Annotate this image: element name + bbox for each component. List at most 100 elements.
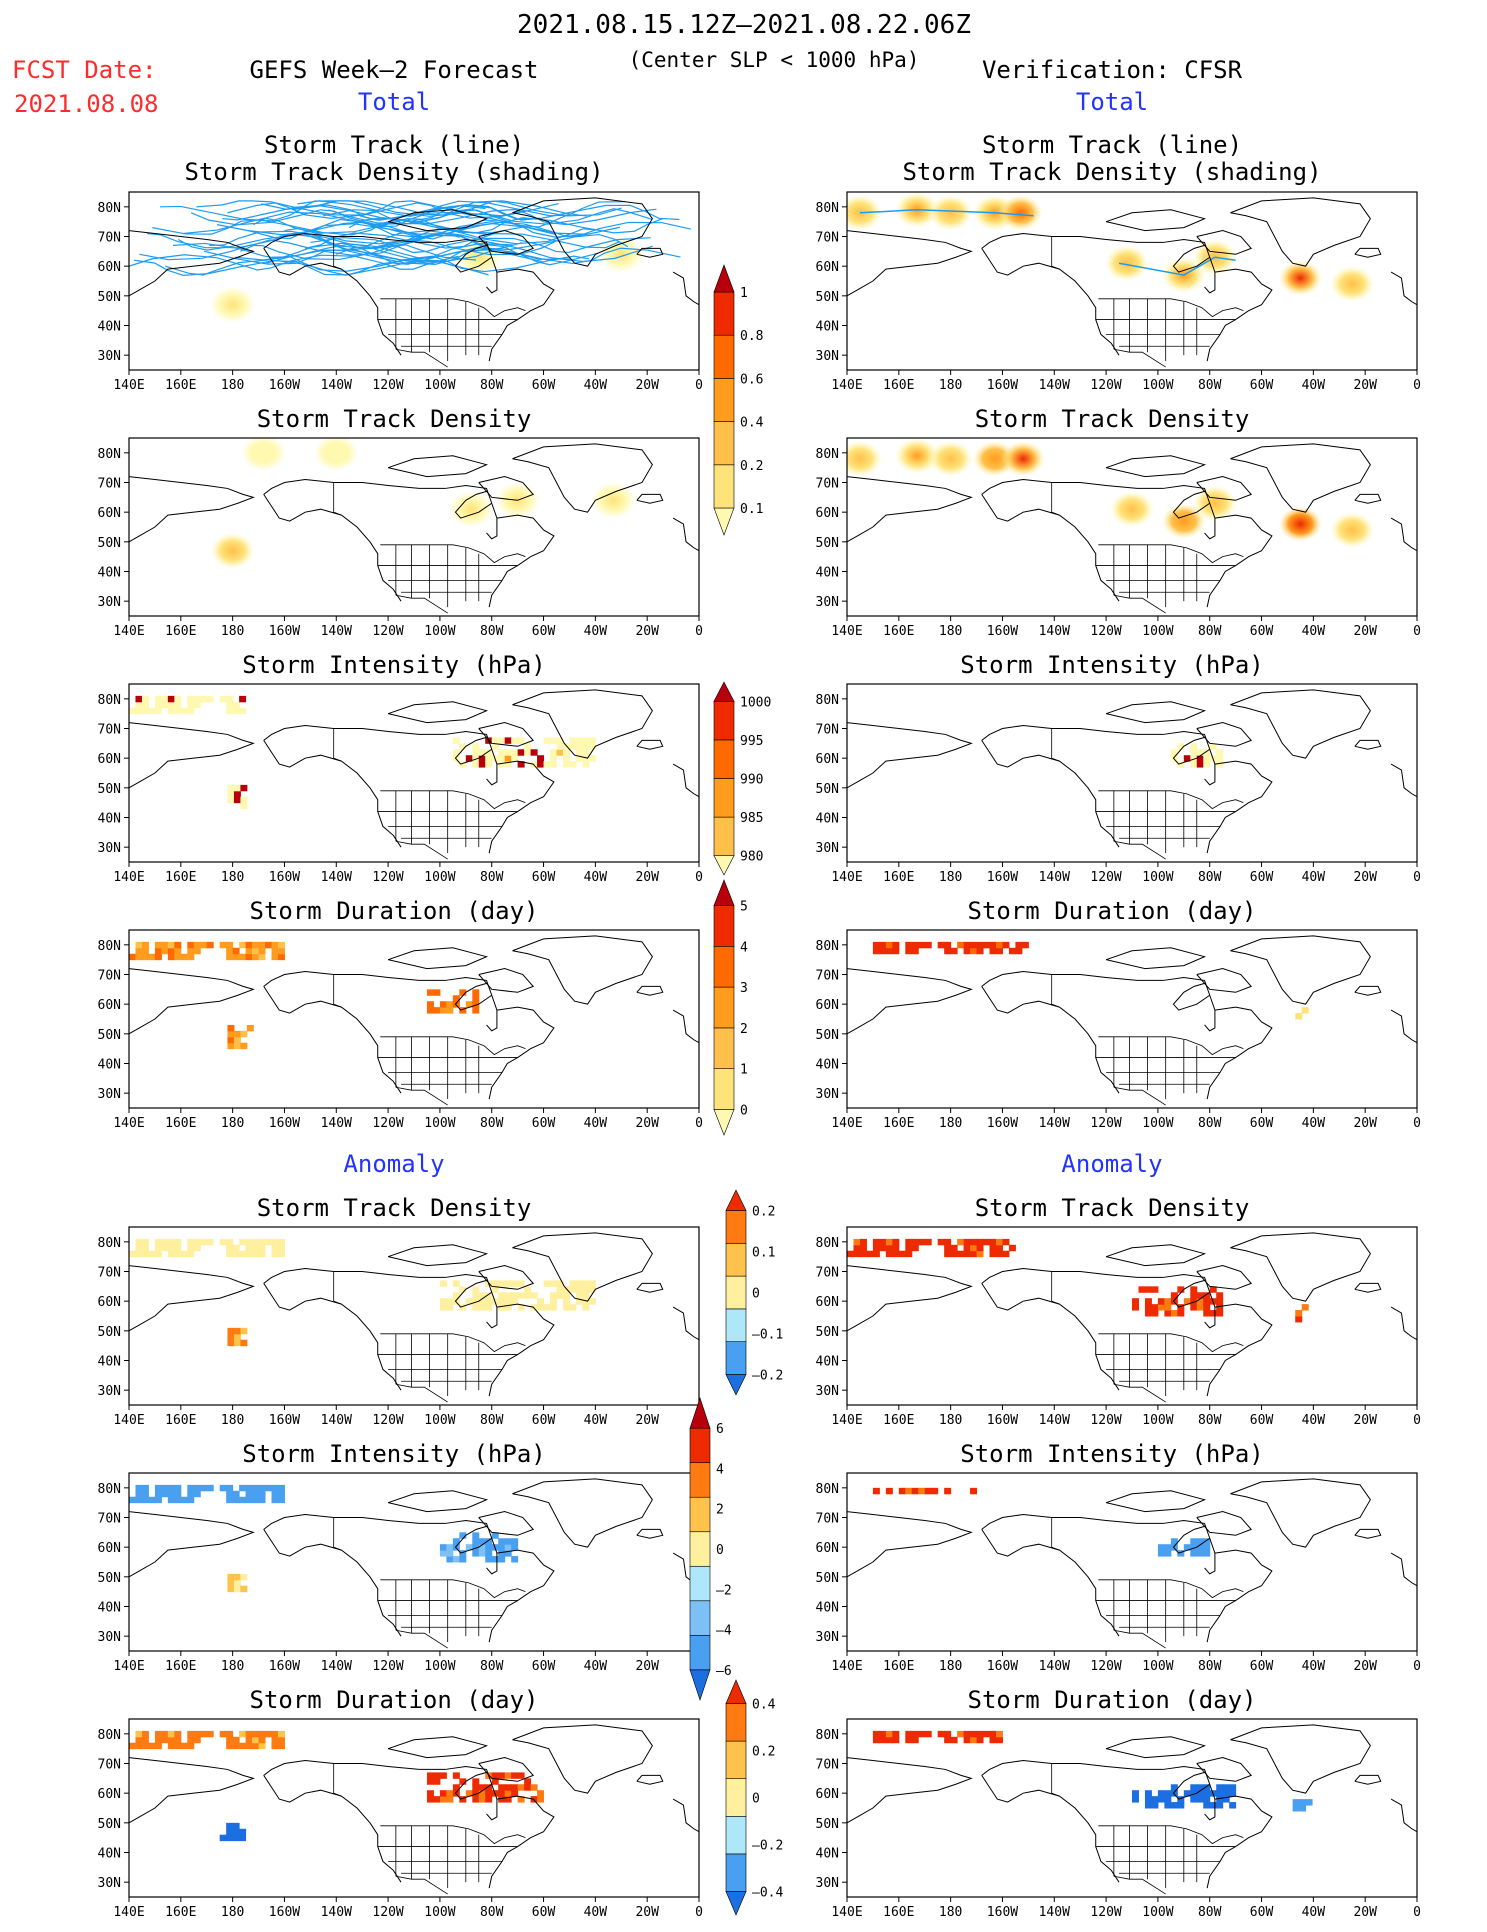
grid-cell — [193, 1244, 201, 1252]
grid-cell — [226, 1834, 234, 1842]
grid-cell — [970, 1238, 978, 1246]
grid-cell — [944, 1244, 952, 1252]
grid-cell — [517, 1304, 525, 1311]
lon-tick-label: 20W — [635, 1659, 659, 1674]
colorbar-label: 2 — [740, 1022, 748, 1037]
grid-cell — [426, 1007, 434, 1014]
grid-cell — [569, 1286, 577, 1293]
grid-cell — [426, 1778, 434, 1785]
right-title: Verification: CFSR — [981, 56, 1243, 84]
grid-cell — [439, 1544, 447, 1551]
grid-cell — [233, 1327, 241, 1335]
grid-cell — [233, 1585, 241, 1593]
colorbar-label: 0.6 — [740, 372, 763, 387]
lat-tick-label: 60N — [98, 752, 121, 767]
lon-tick-label: 160E — [883, 1659, 914, 1674]
grid-cell — [135, 941, 143, 949]
grid-cell — [498, 1298, 506, 1305]
lat-tick-label: 40N — [98, 1058, 121, 1073]
lat-tick-label: 60N — [98, 260, 121, 275]
colorbar-label: –6 — [716, 1664, 732, 1679]
grid-cell — [277, 1730, 285, 1738]
lon-tick-label: 100W — [1142, 624, 1173, 639]
grid-cell — [219, 941, 227, 949]
grid-cell — [1222, 1790, 1230, 1797]
grid-cell — [154, 701, 162, 709]
grid-cell — [258, 1244, 266, 1252]
grid-cell — [239, 1496, 247, 1504]
grid-cell — [498, 737, 506, 744]
grid-cell — [187, 941, 195, 949]
grid-cell — [485, 1784, 493, 1791]
grid-cell — [200, 1730, 208, 1738]
grid-cell — [498, 1304, 506, 1311]
grid-cell — [582, 737, 590, 744]
grid-cell — [252, 1250, 260, 1258]
grid-cell — [1008, 947, 1016, 955]
grid-cell — [504, 1772, 512, 1779]
lon-tick-label: 140E — [113, 624, 144, 639]
grid-cell — [1183, 1298, 1191, 1305]
lon-tick-label: 20W — [1353, 624, 1377, 639]
lon-tick-label: 180 — [221, 1905, 244, 1920]
grid-cell — [1177, 1310, 1185, 1317]
grid-cell — [517, 761, 525, 768]
lat-tick-label: 80N — [816, 693, 839, 708]
grid-cell — [452, 1556, 460, 1563]
grid-cell — [174, 701, 182, 709]
grid-cell — [588, 743, 596, 750]
lat-tick-label: 80N — [816, 1482, 839, 1497]
grid-cell — [426, 1796, 434, 1803]
lat-tick-label: 40N — [816, 1847, 839, 1862]
grid-cell — [227, 1579, 235, 1587]
lon-tick-label: 140W — [1039, 870, 1070, 885]
grid-cell — [556, 749, 564, 756]
grid-cell — [1170, 1538, 1178, 1545]
lon-tick-label: 40W — [584, 378, 608, 393]
grid-cell — [1151, 1310, 1159, 1317]
colorbar-label: 0.1 — [740, 502, 763, 517]
lon-tick-label: 140W — [321, 1659, 352, 1674]
lon-tick-label: 80W — [1198, 1413, 1222, 1428]
lon-tick-label: 120W — [372, 1905, 403, 1920]
grid-cell — [504, 761, 512, 768]
grid-cell — [1229, 1790, 1237, 1797]
grid-cell — [1203, 1310, 1211, 1317]
lat-tick-label: 30N — [98, 1384, 121, 1399]
grid-cell — [1229, 1802, 1237, 1809]
grid-cell — [187, 953, 195, 961]
grid-cell — [232, 953, 240, 961]
grid-cell — [1203, 1292, 1211, 1299]
grid-cell — [232, 1828, 240, 1836]
grid-cell — [271, 1238, 279, 1246]
grid-cell — [452, 1784, 460, 1791]
grid-cell — [446, 1304, 454, 1311]
lat-tick-label: 70N — [98, 1512, 121, 1527]
lat-tick-label: 80N — [816, 1728, 839, 1743]
grid-cell — [957, 1238, 965, 1246]
grid-cell — [472, 1298, 480, 1305]
grid-cell — [1183, 755, 1191, 762]
lon-tick-label: 80W — [480, 1116, 504, 1131]
colorbar-label: 0.2 — [752, 1745, 775, 1760]
grid-cell — [1203, 1802, 1211, 1809]
grid-cell — [252, 1742, 260, 1750]
lon-tick-label: 160E — [883, 1116, 914, 1131]
lon-tick-label: 80W — [1198, 1116, 1222, 1131]
grid-cell — [252, 1484, 260, 1492]
grid-cell — [569, 743, 577, 750]
colorbar-label: 1 — [740, 286, 748, 301]
grid-cell — [439, 1280, 447, 1287]
lat-tick-label: 60N — [816, 1541, 839, 1556]
grid-cell — [937, 1730, 945, 1738]
grid-cell — [174, 1238, 182, 1246]
title-l3: Storm Intensity (hPa) — [242, 651, 546, 679]
lon-tick-label: 160E — [883, 1905, 914, 1920]
density-blob — [928, 194, 973, 231]
grid-cell — [524, 1778, 532, 1785]
title-r1a: Storm Track (line) — [981, 131, 1243, 159]
grid-cell — [537, 1298, 545, 1305]
map-panel-forecast-4: 140E 160E 180 160W 140W 120W 100W 80W 60W 40W 20W 0… — [98, 929, 703, 1131]
grid-cell — [135, 1736, 143, 1744]
grid-cell — [537, 1790, 545, 1797]
